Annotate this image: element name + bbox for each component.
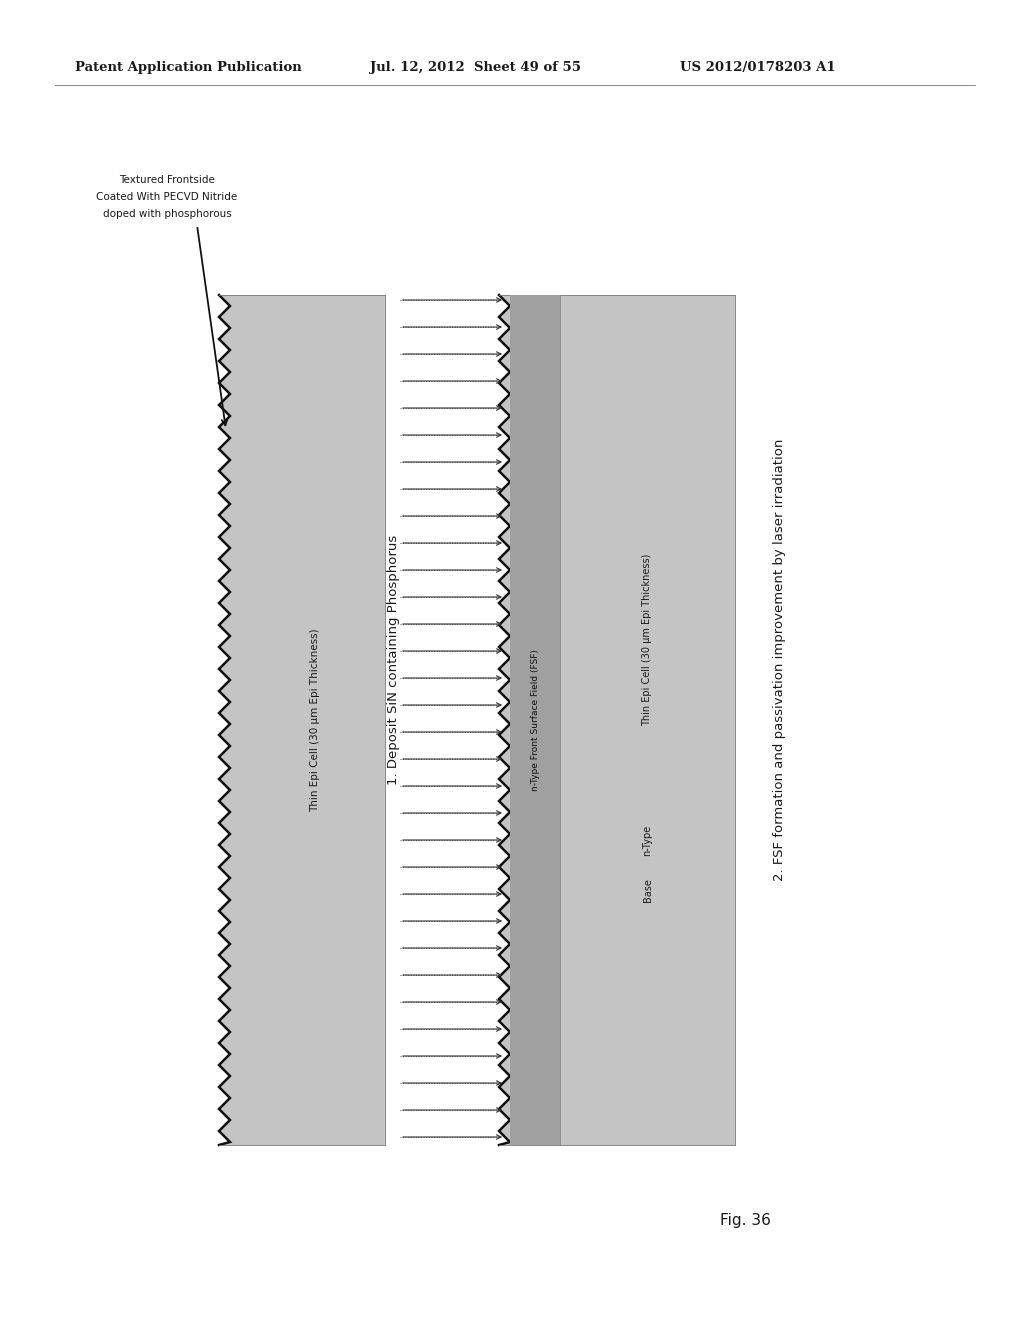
Text: Base: Base [642, 878, 652, 902]
Text: US 2012/0178203 A1: US 2012/0178203 A1 [680, 62, 836, 74]
Text: Textured Frontside: Textured Frontside [119, 176, 215, 185]
Text: Thin Epi Cell (30 μm Epi Thickness): Thin Epi Cell (30 μm Epi Thickness) [642, 554, 652, 726]
Polygon shape [499, 294, 735, 1144]
Text: n-Type Front Surface Field (FSF): n-Type Front Surface Field (FSF) [530, 649, 540, 791]
Text: 1. Deposit SiN containing Phosphorus: 1. Deposit SiN containing Phosphorus [386, 535, 399, 785]
Text: Thin Epi Cell (30 μm Epi Thickness): Thin Epi Cell (30 μm Epi Thickness) [310, 628, 321, 812]
Bar [510, 294, 560, 1144]
Text: Patent Application Publication: Patent Application Publication [75, 62, 302, 74]
Text: n-Type: n-Type [642, 825, 652, 855]
Text: Fig. 36: Fig. 36 [720, 1213, 771, 1228]
Polygon shape [219, 294, 385, 1144]
Text: Coated With PECVD Nitride: Coated With PECVD Nitride [96, 191, 238, 202]
Text: 2. FSF formation and passivation improvement by laser irradiation: 2. FSF formation and passivation improve… [773, 438, 786, 882]
Text: Jul. 12, 2012  Sheet 49 of 55: Jul. 12, 2012 Sheet 49 of 55 [370, 62, 581, 74]
Text: doped with phosphorous: doped with phosphorous [102, 209, 231, 219]
